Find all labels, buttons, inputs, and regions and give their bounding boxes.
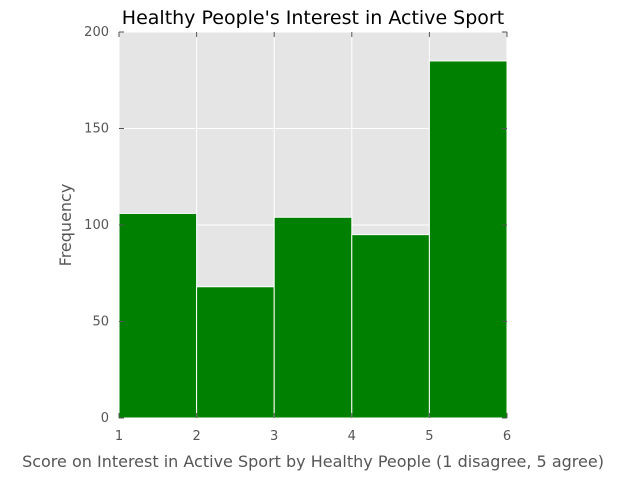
histogram-bar bbox=[351, 234, 430, 419]
x-tick-label: 3 bbox=[270, 429, 278, 444]
histogram-bar bbox=[118, 212, 198, 419]
x-tick-label: 1 bbox=[115, 429, 123, 444]
y-axis-label: Frequency bbox=[56, 184, 75, 267]
histogram-bar bbox=[273, 216, 353, 419]
chart-title: Healthy People's Interest in Active Spor… bbox=[122, 7, 504, 29]
bars-group bbox=[118, 60, 508, 419]
y-tick-labels: 0 50 100 150 200 bbox=[84, 25, 109, 426]
x-axis-label: Score on Interest in Active Sport by Hea… bbox=[22, 452, 604, 471]
tick-marks bbox=[118, 31, 508, 419]
x-tick-label: 6 bbox=[503, 429, 511, 444]
y-tick-label: 50 bbox=[92, 315, 109, 330]
histogram-bar bbox=[196, 286, 275, 419]
x-tick-label: 2 bbox=[192, 429, 200, 444]
x-tick-labels: 1 2 3 4 5 6 bbox=[115, 429, 511, 444]
x-tick-label: 4 bbox=[348, 429, 356, 444]
y-tick-label: 0 bbox=[101, 411, 109, 426]
y-tick-label: 200 bbox=[84, 25, 109, 40]
y-tick-label: 100 bbox=[84, 218, 109, 233]
x-tick-label: 5 bbox=[425, 429, 433, 444]
y-tick-label: 150 bbox=[84, 122, 109, 137]
histogram-bar bbox=[428, 60, 508, 419]
